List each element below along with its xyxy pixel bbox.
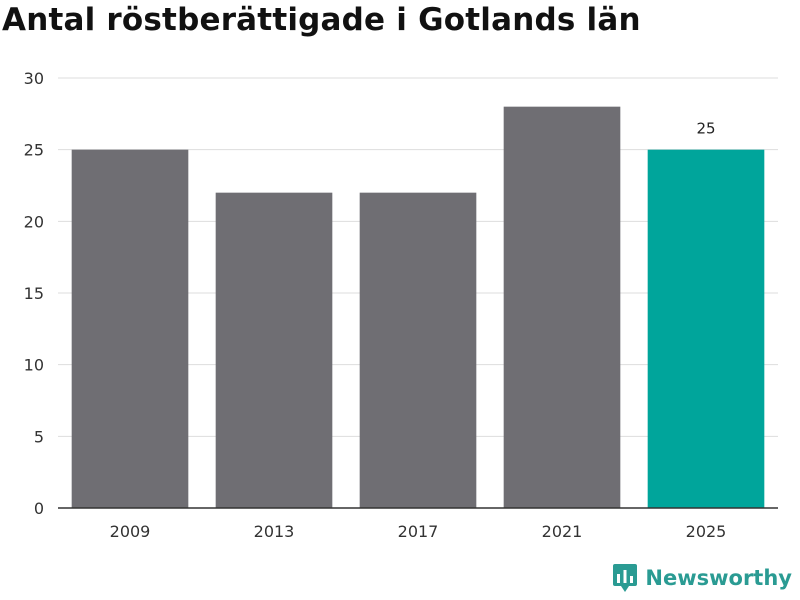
bar-2025 bbox=[647, 149, 765, 508]
chart-title: Antal röstberättigade i Gotlands län bbox=[2, 2, 641, 38]
x-tick-label: 2025 bbox=[686, 522, 727, 541]
bar-2013 bbox=[215, 192, 333, 508]
brand-logo[interactable]: Newsworthy bbox=[613, 564, 792, 592]
y-tick-label: 30 bbox=[24, 69, 44, 88]
x-tick-label: 2013 bbox=[254, 522, 295, 541]
x-tick-label: 2017 bbox=[398, 522, 439, 541]
bar-2017 bbox=[359, 192, 477, 508]
data-labels: 25 bbox=[696, 120, 715, 138]
brand-name: Newsworthy bbox=[645, 566, 792, 590]
x-axis-ticks: 2009 2013 2017 2021 2025 bbox=[110, 522, 727, 541]
y-tick-label: 25 bbox=[24, 141, 44, 160]
x-tick-label: 2009 bbox=[110, 522, 151, 541]
y-tick-label: 0 bbox=[34, 499, 44, 518]
newsworthy-logo-icon bbox=[613, 564, 638, 592]
data-label: 25 bbox=[696, 120, 715, 138]
y-tick-label: 20 bbox=[24, 212, 44, 231]
y-tick-label: 15 bbox=[24, 284, 44, 303]
y-axis-ticks: 0 5 10 15 20 25 30 bbox=[24, 69, 44, 518]
bar-2021 bbox=[503, 106, 621, 509]
y-tick-label: 5 bbox=[34, 427, 44, 446]
x-tick-label: 2021 bbox=[542, 522, 583, 541]
bar-2009 bbox=[71, 149, 189, 508]
y-tick-label: 10 bbox=[24, 356, 44, 375]
bars bbox=[71, 106, 765, 509]
